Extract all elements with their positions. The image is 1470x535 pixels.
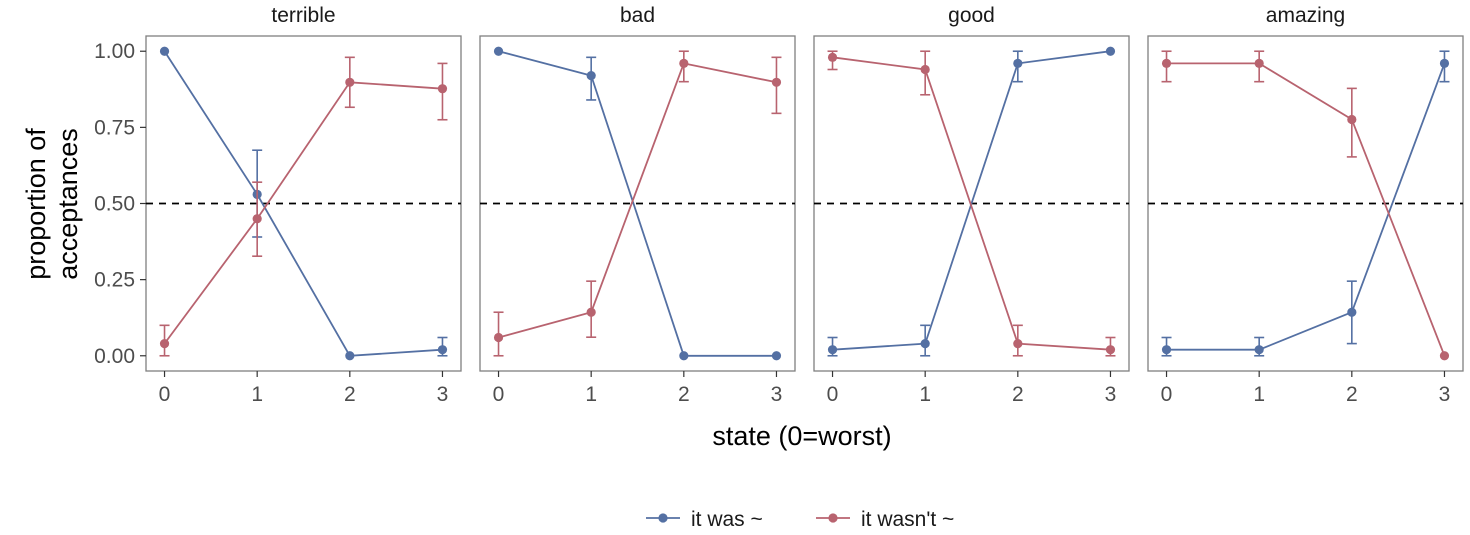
x-tick-label: 2 bbox=[1012, 383, 1024, 406]
x-tick-label: 0 bbox=[493, 383, 505, 406]
x-tick-label: 3 bbox=[771, 383, 783, 406]
series-line bbox=[832, 56, 1111, 351]
x-axis-title: state (0=worst) bbox=[712, 421, 891, 451]
y-axis-title-line-1: proportion of bbox=[21, 128, 51, 280]
data-point bbox=[1347, 307, 1357, 317]
data-point bbox=[1347, 114, 1357, 125]
facet-panel-amazing: amazing 0 1 2 3 bbox=[1147, 4, 1464, 406]
facet-panel-terrible: terrible 0 1 2 3 bbox=[145, 4, 462, 406]
data-point bbox=[1105, 46, 1116, 56]
facet-title: good bbox=[948, 4, 995, 27]
data-point bbox=[1439, 58, 1450, 69]
data-point bbox=[679, 58, 689, 69]
data-point bbox=[1254, 58, 1264, 69]
y-tick-label: 1.00 bbox=[94, 40, 135, 63]
x-tick-label: 1 bbox=[251, 383, 263, 406]
x-tick-label: 2 bbox=[678, 383, 690, 406]
series-it-wasnt bbox=[827, 50, 1116, 357]
facet-title: amazing bbox=[1266, 4, 1345, 27]
data-point bbox=[1105, 345, 1116, 355]
data-point bbox=[1161, 58, 1172, 69]
series-it-was bbox=[1161, 50, 1450, 357]
data-point bbox=[771, 77, 782, 87]
data-point bbox=[437, 84, 448, 94]
data-point bbox=[345, 77, 355, 87]
data-point bbox=[345, 351, 355, 361]
data-point bbox=[827, 52, 838, 62]
series-line bbox=[163, 50, 443, 357]
data-point bbox=[586, 70, 596, 81]
data-point bbox=[252, 214, 262, 224]
data-point bbox=[1439, 351, 1450, 361]
panels-layer: terrible 0 1 2 3 bad 0 1 2 3 good 0 1 2 3 amazing 0 1 2 3 bbox=[145, 4, 1464, 406]
data-point bbox=[159, 46, 170, 56]
series-it-was bbox=[827, 46, 1116, 357]
facet-title: bad bbox=[620, 4, 655, 27]
data-point bbox=[920, 64, 930, 75]
series-line bbox=[498, 50, 777, 357]
legend-label: it wasn't ~ bbox=[861, 508, 954, 531]
data-point bbox=[1013, 58, 1023, 69]
data-point bbox=[1013, 338, 1023, 349]
data-point bbox=[493, 46, 504, 56]
legend: it was ~ it wasn't ~ bbox=[646, 508, 954, 531]
facet-title: terrible bbox=[271, 4, 335, 27]
legend-key-point bbox=[658, 513, 668, 523]
legend-label: it was ~ bbox=[691, 508, 763, 531]
facet-panel-bad: bad 0 1 2 3 bbox=[479, 4, 796, 406]
legend-key-point bbox=[828, 513, 838, 523]
y-axis-title-line-2: acceptances bbox=[53, 128, 83, 280]
y-tick-label: 0.25 bbox=[94, 269, 135, 292]
series-it-was bbox=[493, 46, 782, 361]
series-it-wasnt bbox=[493, 50, 782, 357]
series-it-wasnt bbox=[159, 56, 448, 357]
y-axis-title: proportion of acceptances bbox=[21, 128, 83, 280]
x-tick-label: 1 bbox=[919, 383, 931, 406]
series-line bbox=[832, 50, 1111, 351]
x-tick-label: 0 bbox=[1161, 383, 1173, 406]
x-tick-label: 1 bbox=[585, 383, 597, 406]
y-tick-label: 0.50 bbox=[94, 193, 135, 216]
x-tick-label: 2 bbox=[344, 383, 356, 406]
x-tick-label: 1 bbox=[1253, 383, 1265, 406]
legend-item-it-wasnt: it wasn't ~ bbox=[816, 508, 954, 531]
series-line bbox=[498, 62, 777, 339]
x-tick-label: 2 bbox=[1346, 383, 1358, 406]
series-it-wasnt bbox=[1161, 50, 1450, 361]
x-tick-label: 3 bbox=[1105, 383, 1117, 406]
series-line bbox=[1166, 62, 1446, 357]
x-tick-label: 3 bbox=[437, 383, 449, 406]
x-tick-label: 0 bbox=[159, 383, 171, 406]
data-point bbox=[437, 345, 448, 355]
data-point bbox=[586, 307, 596, 317]
data-point bbox=[1254, 345, 1264, 355]
series-line bbox=[163, 81, 443, 345]
y-tick-label: 0.75 bbox=[94, 116, 135, 139]
data-point bbox=[679, 351, 689, 361]
series-line bbox=[1166, 63, 1446, 351]
data-point bbox=[1161, 345, 1172, 355]
data-point bbox=[827, 345, 838, 355]
axis-layer: 0.00 0.25 0.50 0.75 1.00 bbox=[94, 40, 146, 368]
x-tick-label: 0 bbox=[827, 383, 839, 406]
data-point bbox=[493, 332, 504, 343]
y-tick-label: 0.00 bbox=[94, 345, 135, 368]
data-point bbox=[920, 338, 930, 349]
facet-panel-good: good 0 1 2 3 bbox=[813, 4, 1130, 406]
data-point bbox=[771, 351, 782, 361]
legend-item-it-was: it was ~ bbox=[646, 508, 763, 531]
x-tick-label: 3 bbox=[1439, 383, 1451, 406]
data-point bbox=[159, 338, 170, 349]
